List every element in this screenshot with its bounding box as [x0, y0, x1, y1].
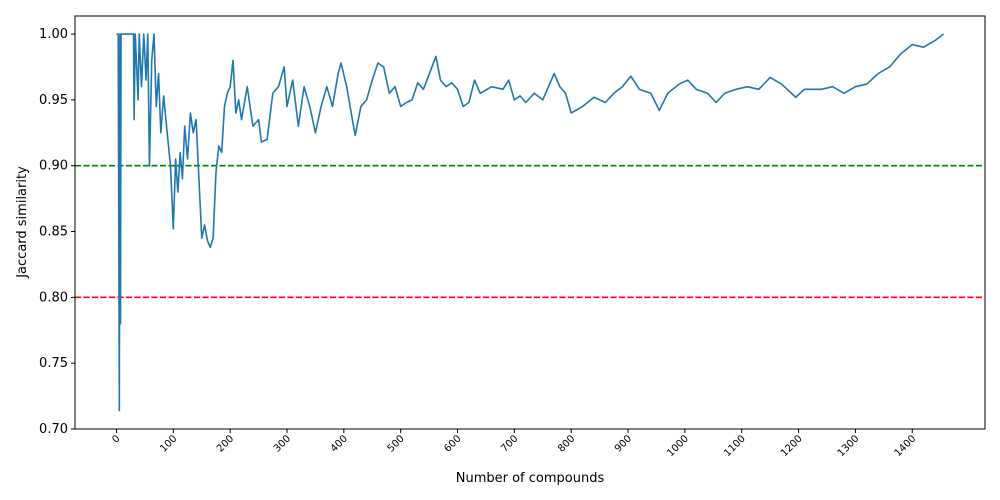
plot-frame	[74, 15, 986, 430]
y-tick-label: 0.70	[39, 422, 68, 437]
y-tick-label: 1.00	[39, 27, 68, 42]
y-tick-label: 0.90	[39, 159, 68, 174]
data-line	[116, 33, 944, 412]
y-tick-label: 0.75	[39, 356, 68, 371]
y-tick-label: 0.95	[39, 93, 68, 108]
x-axis-label: Number of compounds	[456, 471, 605, 486]
y-tick-label: 0.80	[39, 290, 68, 305]
y-axis-label: Jaccard similarity	[15, 166, 30, 279]
y-tick-label: 0.85	[39, 225, 68, 240]
